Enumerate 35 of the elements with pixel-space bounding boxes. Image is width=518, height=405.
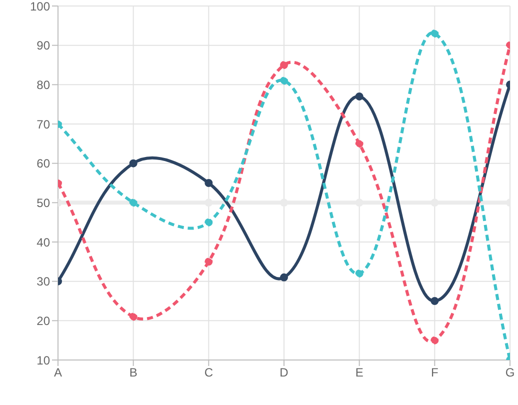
y-tick-label: 40 — [36, 235, 50, 250]
point — [355, 140, 364, 148]
point — [129, 159, 138, 168]
y-tick-label: 90 — [36, 38, 50, 53]
point — [280, 61, 288, 69]
point — [430, 198, 439, 207]
point — [355, 92, 364, 100]
point — [204, 218, 213, 226]
y-tick-label: 50 — [36, 196, 50, 210]
y-tick-label: 60 — [36, 156, 50, 171]
x-tick-label: E — [355, 366, 364, 380]
y-tick-label: 20 — [36, 314, 50, 328]
point — [430, 30, 439, 38]
y-tick-label: 100 — [30, 0, 50, 14]
point — [204, 198, 213, 207]
y-tick-label: 80 — [36, 78, 50, 92]
x-tick-label: C — [204, 366, 214, 380]
point — [430, 336, 439, 344]
point — [280, 76, 288, 85]
x-tick-label: B — [129, 366, 138, 380]
point — [355, 269, 364, 278]
x-tick-label: F — [430, 366, 438, 380]
x-tick-label: A — [54, 366, 62, 380]
point — [204, 179, 213, 187]
point — [430, 297, 439, 305]
point — [280, 273, 288, 282]
y-tick-label: 30 — [36, 274, 50, 289]
point — [204, 258, 213, 266]
y-tick-label: 70 — [36, 117, 50, 132]
point — [280, 198, 288, 207]
x-tick-label: G — [505, 366, 515, 380]
y-tick-label: 10 — [36, 353, 50, 368]
point — [129, 312, 138, 321]
point — [355, 198, 364, 207]
x-tick-label: D — [280, 366, 289, 380]
